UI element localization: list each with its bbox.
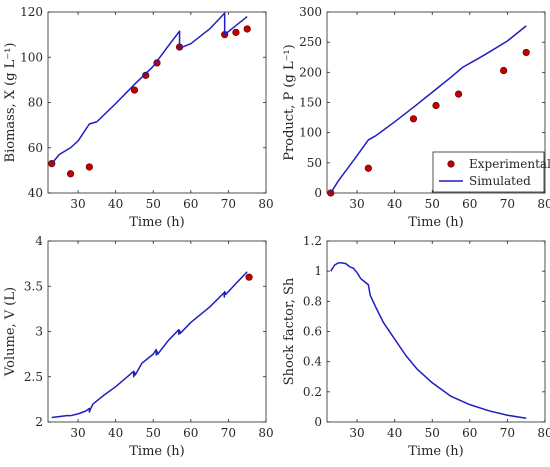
data-point-experimental [243, 25, 251, 33]
x-tick-label: 50 [425, 197, 440, 211]
data-point-experimental [432, 101, 440, 110]
y-axis-label: Shock factor, Sh [282, 277, 297, 385]
y-tick-label: 1 [314, 264, 322, 278]
x-tick-label: 80 [258, 426, 273, 440]
series-line-simulated [51, 271, 248, 419]
y-tick-label: 100 [20, 50, 43, 64]
series-line-simulated [330, 25, 527, 194]
x-tick-label: 70 [500, 426, 515, 440]
y-tick-label: 0.6 [303, 325, 322, 339]
x-tick-label: 30 [70, 426, 85, 440]
data-point-experimental [454, 90, 463, 98]
y-tick-label: 4 [35, 234, 43, 248]
y-tick-label: 150 [299, 96, 322, 110]
y-tick-label: 3.5 [24, 279, 43, 293]
data-point-experimental [66, 170, 75, 178]
y-tick-label: 100 [299, 126, 322, 140]
x-tick-label: 70 [221, 426, 236, 440]
y-axis-label: Product, P (g L⁻¹) [282, 44, 297, 160]
y-tick-label: 2 [35, 415, 43, 429]
y-tick-label: 120 [20, 5, 43, 19]
x-tick-label: 80 [537, 197, 550, 211]
y-tick-label: 60 [28, 141, 43, 155]
x-axis-label: Time (h) [408, 215, 464, 230]
legend-label-experimental: Experimental [469, 157, 550, 171]
x-axis-label: Time (h) [129, 444, 185, 459]
x-tick-label: 70 [221, 197, 236, 211]
y-tick-label: 250 [299, 35, 322, 49]
legend: Experimental Simulated [432, 151, 550, 193]
plot-frame [47, 240, 267, 423]
y-tick-label: 0.4 [303, 355, 322, 369]
data-point-experimental [232, 28, 240, 36]
y-tick-label: 0 [314, 415, 322, 429]
x-tick-label: 30 [349, 426, 364, 440]
x-tick-label: 80 [258, 197, 273, 211]
chart-panel-2: 30 40 50 60 70 80 0 50 100 150 200 250 300 Time (h) Pr… [282, 5, 550, 230]
x-tick-label: 50 [146, 197, 161, 211]
chart-panel-4: 30 40 50 60 70 80 0 0.2 0.4 0.6 0.8 1 1.2 Time (h) Sho… [282, 234, 550, 459]
x-tick-label: 50 [146, 426, 161, 440]
y-tick-label: 0.2 [303, 385, 322, 399]
data-point-experimental [142, 71, 150, 79]
y-axis-label: Biomass, X (g L⁻¹) [3, 43, 18, 163]
chart-panel-3: 30 40 50 60 70 80 2 2.5 3 3.5 4 Time (h) Volume, V (… [3, 234, 274, 459]
y-tick-label: 3 [35, 325, 43, 339]
x-tick-label: 70 [500, 197, 515, 211]
y-axis-label: Volume, V (L) [3, 287, 18, 377]
y-tick-label: 40 [28, 186, 43, 200]
x-tick-label: 60 [462, 197, 477, 211]
data-point-experimental [409, 115, 418, 123]
x-tick-label: 30 [70, 197, 85, 211]
series-line-simulated [330, 262, 527, 419]
legend-label-simulated: Simulated [469, 174, 531, 188]
y-tick-label: 0.8 [303, 294, 322, 308]
x-tick-label: 40 [108, 197, 123, 211]
data-point-experimental [364, 164, 372, 172]
x-axis-label: Time (h) [408, 444, 464, 459]
x-tick-label: 30 [349, 197, 364, 211]
data-point-experimental [130, 86, 139, 94]
plot-frame [326, 240, 546, 423]
x-axis-label: Time (h) [129, 215, 185, 230]
legend-swatch-experimental [447, 160, 455, 168]
chart-panel-1: 30 40 50 60 70 80 40 60 80 100 120 Time (h) Biomass,… [3, 5, 274, 230]
y-tick-label: 0 [314, 186, 322, 200]
data-point-experimental [522, 48, 530, 57]
x-tick-label: 40 [387, 426, 402, 440]
legend-box [432, 151, 545, 193]
data-point-experimental [500, 66, 508, 75]
x-tick-label: 40 [108, 426, 123, 440]
y-tick-label: 300 [299, 5, 322, 19]
plot-frame [47, 11, 267, 194]
x-tick-label: 60 [183, 197, 198, 211]
x-tick-label: 60 [183, 426, 198, 440]
y-tick-label: 200 [299, 65, 322, 79]
y-tick-label: 2.5 [24, 370, 43, 384]
y-tick-label: 80 [28, 96, 43, 110]
x-tick-label: 40 [387, 197, 402, 211]
y-tick-label: 50 [307, 156, 322, 170]
x-tick-label: 50 [425, 426, 440, 440]
data-point-experimental [85, 163, 93, 171]
x-tick-label: 80 [537, 426, 550, 440]
series-line-simulated [51, 12, 248, 165]
data-point-experimental [245, 273, 253, 281]
y-tick-label: 1.2 [303, 234, 322, 248]
x-tick-label: 60 [462, 426, 477, 440]
